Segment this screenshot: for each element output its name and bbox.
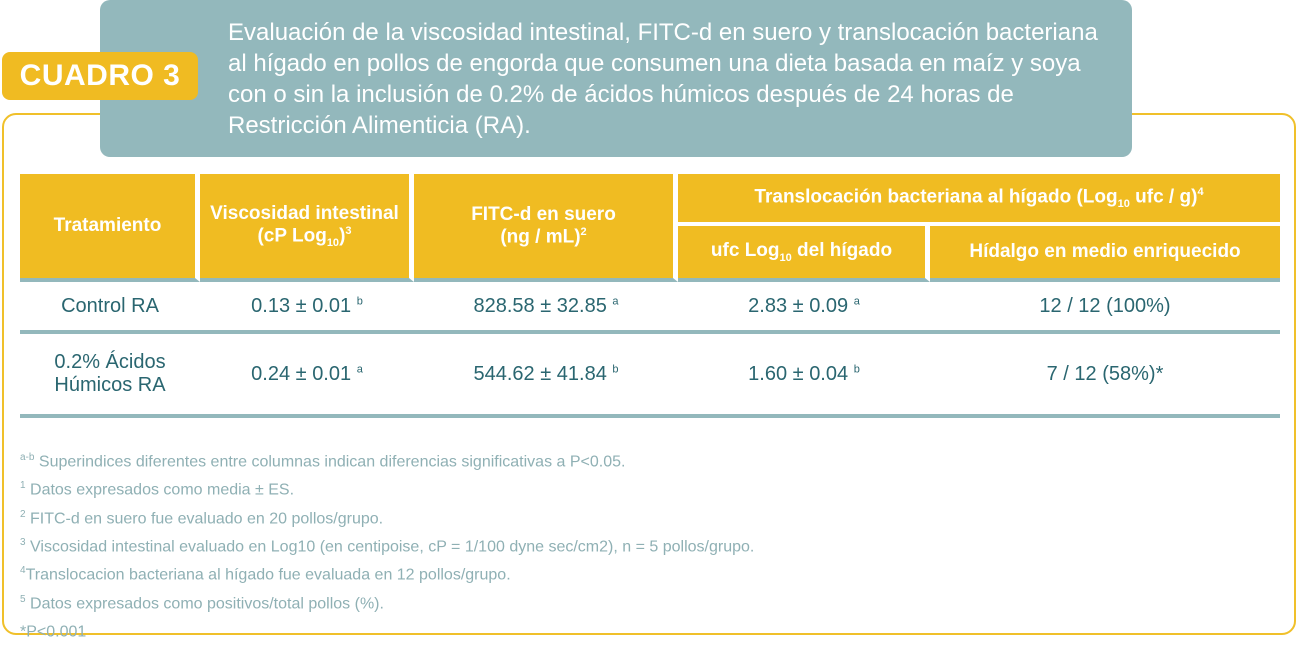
footnote-marker: 3 [20,536,26,548]
footnote-marker: 5 [20,593,26,605]
footnote: 2 FITC-d en suero fue evaluado en 20 pol… [20,503,1260,531]
footnote-text: Viscosidad intestinal evaluado en Log10 … [25,538,755,556]
header-hidalgo: Hídalgo en medio enriquecido [930,226,1280,282]
table-row: 0.2% Ácidos Húmicos RA 0.24 ± 0.01 a 544… [20,334,1280,418]
header-viscosidad: Viscosidad intestinal (cP Log10)3 [200,174,414,282]
cell-fitc: 544.62 ± 41.84 b [414,334,678,418]
cell-fitc-value: 828.58 ± 32.85 [473,294,607,317]
cell-hidalgo: 7 / 12 (58%)* [930,334,1280,418]
footnote-marker: 2 [20,508,26,520]
footnote-text: Datos expresados como media ± ES. [25,481,295,499]
header-hidalgo-label: Hídalgo en medio enriquecido [969,241,1241,262]
table-row: Control RA 0.13 ± 0.01 b 828.58 ± 32.85 … [20,282,1280,334]
footnote: 5 Datos expresados como positivos/total … [20,588,1260,616]
header-fitc: FITC-d en suero (ng / mL)2 [414,174,678,282]
cell-viscosidad-value: 0.24 ± 0.01 [251,362,352,385]
cell-viscosidad-value: 0.13 ± 0.01 [251,294,352,317]
footnote-marker: 1 [20,480,26,492]
footnote: *P<0.001 [20,616,1260,644]
footnote-text: Superindices diferentes entre columnas i… [34,453,626,471]
header-translocacion-label: Translocación bacteriana al hígado (Log [754,186,1118,208]
header-translocacion-subscript: 10 [1117,198,1130,211]
header-translocacion-footnote: 4 [1197,185,1204,198]
header-ufc-label: ufc Log [710,240,780,262]
header-tratamiento: Tratamiento [20,174,200,282]
header-viscosidad-unit: (cP Log [257,225,327,247]
header-fitc-unit: (ng / mL) [500,226,581,248]
table-number-badge: CUADRO 3 [2,52,198,100]
cell-viscosidad-superscript: b [356,294,363,307]
cell-fitc-superscript: b [612,362,619,375]
title-box: Evaluación de la viscosidad intestinal, … [100,0,1132,157]
header-viscosidad-footnote: 3 [345,224,352,237]
cell-tratamiento-text: Control RA [61,294,159,317]
footnote: 3 Viscosidad intestinal evaluado en Log1… [20,531,1260,559]
header-tratamiento-label: Tratamiento [53,215,162,236]
cell-hidalgo: 12 / 12 (100%) [930,282,1280,334]
footnote-text: *P<0.001 [20,623,87,641]
cell-ufc-superscript: a [853,294,860,307]
footnote-text: Datos expresados como positivos/total po… [25,594,384,612]
cell-tratamiento: 0.2% Ácidos Húmicos RA [20,334,200,418]
table-title: Evaluación de la viscosidad intestinal, … [228,19,1098,139]
cell-ufc-superscript: b [853,362,860,375]
cell-tratamiento-text: 0.2% Ácidos [54,351,166,373]
cell-hidalgo-value: 7 / 12 (58%)* [1046,362,1164,385]
footnote-marker: a-b [20,452,35,463]
header-fitc-footnote: 2 [580,225,587,238]
cell-ufc-value: 1.60 ± 0.04 [748,362,849,385]
header-viscosidad-subscript: 10 [326,237,340,250]
header-viscosidad-label: Viscosidad intestinal [210,202,399,224]
footnote: 4Translocacion bacteriana al hígado fue … [20,559,1260,587]
footnotes: a-b Superindices diferentes entre column… [20,446,1260,644]
cell-fitc-superscript: a [612,294,619,307]
cell-ufc-value: 2.83 ± 0.09 [748,294,849,317]
cell-viscosidad: 0.13 ± 0.01 b [200,282,414,334]
cell-viscosidad: 0.24 ± 0.01 a [200,334,414,418]
footnote: 1 Datos expresados como media ± ES. [20,474,1260,502]
header-fitc-label: FITC-d en suero [471,203,616,225]
header-viscosidad-close: ) [339,225,346,247]
cell-tratamiento: Control RA [20,282,200,334]
cell-hidalgo-value: 12 / 12 (100%) [1039,294,1171,317]
footnote-marker: 4 [20,565,26,577]
header-ufc-suffix: del hígado [791,240,893,262]
cell-viscosidad-superscript: a [356,362,363,375]
cell-tratamiento-text-line2: Húmicos RA [54,374,166,396]
cell-fitc: 828.58 ± 32.85 a [414,282,678,334]
cell-ufc: 1.60 ± 0.04 b [678,334,930,418]
footnote-text: FITC-d en suero fue evaluado en 20 pollo… [25,509,384,527]
header-translocacion: Translocación bacteriana al hígado (Log1… [678,174,1280,226]
header-ufc: ufc Log10 del hígado [678,226,930,282]
header-ufc-subscript: 10 [779,251,792,264]
cell-fitc-value: 544.62 ± 41.84 [473,362,607,385]
footnote-text: Translocacion bacteriana al hígado fue e… [25,566,511,584]
footnote: a-b Superindices diferentes entre column… [20,446,1260,474]
results-table: Tratamiento Viscosidad intestinal (cP Lo… [20,174,1280,418]
header-translocacion-unit: ufc / g) [1129,186,1198,208]
cell-ufc: 2.83 ± 0.09 a [678,282,930,334]
